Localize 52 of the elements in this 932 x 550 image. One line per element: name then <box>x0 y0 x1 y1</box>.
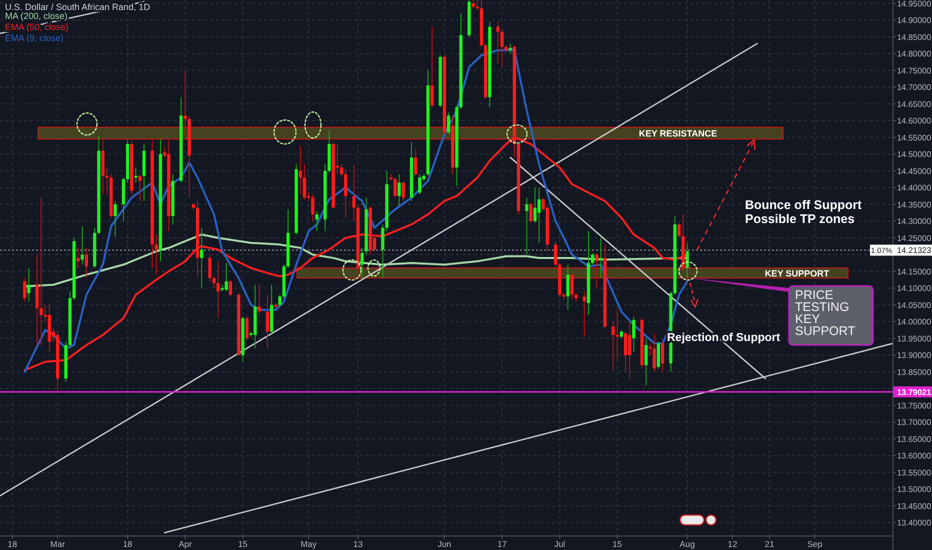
ref-line-label: 13.79021 <box>897 388 932 397</box>
y-tick-label: 14.40000 <box>897 184 932 193</box>
x-tick-label: 13 <box>353 539 364 549</box>
y-tick-label: 14.90000 <box>897 16 932 26</box>
band-label: KEY SUPPORT <box>764 268 830 279</box>
x-tick-label: 15 <box>612 539 622 549</box>
y-tick-label: 13.45000 <box>897 502 932 511</box>
y-tick-label: 13.50000 <box>897 485 932 494</box>
y-tick-label: 14.25000 <box>897 234 932 243</box>
y-tick-label: 13.65000 <box>897 434 932 444</box>
y-tick-label: 14.15000 <box>897 267 932 276</box>
y-tick-label: 13.40000 <box>897 518 932 528</box>
ref-line-label: 14.21323 <box>897 246 932 256</box>
y-tick-label: 14.05000 <box>897 300 932 310</box>
y-tick-label: 14.55000 <box>897 133 932 142</box>
x-tick-label: 12 <box>728 539 738 549</box>
y-tick-label: 13.60000 <box>897 452 932 461</box>
y-tick-label: 13.95000 <box>897 334 932 344</box>
y-tick-label: 14.30000 <box>897 217 932 226</box>
y-tick-label: 14.50000 <box>897 150 932 160</box>
x-tick-label: Aug <box>680 539 696 549</box>
x-tick-label: Apr <box>178 539 192 549</box>
y-tick-label: 13.85000 <box>897 368 932 377</box>
band-label: KEY RESISTANCE <box>638 128 718 139</box>
y-tick-label: 14.85000 <box>897 32 932 42</box>
x-tick-label: 15 <box>238 539 248 549</box>
annotation: PRICE TESTING KEY SUPPORT <box>795 288 856 338</box>
x-tick-label: Mar <box>50 539 66 549</box>
y-tick-label: 14.95000 <box>897 0 932 8</box>
x-tick-label: 18 <box>8 539 18 549</box>
y-tick-label: 13.75000 <box>897 401 932 410</box>
y-tick-label: 14.80000 <box>897 50 932 59</box>
annotation: Bounce off Support Possible TP zones <box>745 198 862 226</box>
x-tick-label: May <box>300 539 318 549</box>
y-tick-label: 14.10000 <box>897 284 932 294</box>
y-tick-label: 14.35000 <box>897 200 932 210</box>
y-tick-label: 14.70000 <box>897 83 932 92</box>
y-tick-label: 14.60000 <box>897 116 932 126</box>
x-tick-label: 21 <box>764 539 775 549</box>
text: EMA (9, close) <box>5 33 64 43</box>
y-tick-label: 14.75000 <box>897 66 932 76</box>
y-tick-label: 13.90000 <box>897 351 932 360</box>
x-tick-label: 17 <box>497 539 508 549</box>
x-tick-label: Jun <box>438 539 452 549</box>
y-tick-label: 13.70000 <box>897 418 932 428</box>
x-tick-label: Jul <box>554 539 566 549</box>
x-tick-label: 18 <box>122 539 133 549</box>
y-tick-label: 14.65000 <box>897 100 932 109</box>
y-tick-label: 13.55000 <box>897 468 932 478</box>
x-tick-label: Sep <box>807 539 823 549</box>
y-tick-label: 14.00000 <box>897 318 932 327</box>
y-tick-label: 14.45000 <box>897 166 932 176</box>
